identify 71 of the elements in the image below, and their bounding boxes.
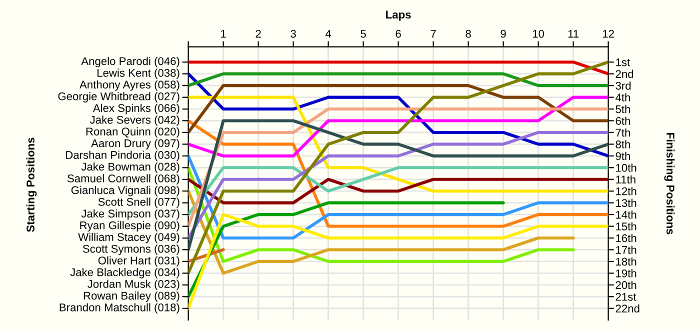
y-tick-label: 3rd [616, 82, 631, 90]
text: Aaron Drury (097) [91, 139, 180, 150]
line-series [188, 84, 608, 134]
y-tick-label: 7th [616, 128, 630, 137]
y-tick-label: 4th [616, 93, 630, 102]
text: Ronan Quinn (020) [86, 127, 180, 138]
text: Anthony Ayres (058) [80, 80, 180, 91]
y-tick-label: 11th [616, 175, 636, 184]
text: Starting Positions [26, 138, 37, 232]
text: Jake Simpson (037) [81, 209, 180, 220]
line-series [188, 166, 608, 216]
y-tick-label: 20th [616, 280, 636, 290]
y-tick-label: 19th [616, 269, 636, 278]
y-tick-label: 1st [616, 58, 630, 66]
text: Jordan Musk (023) [88, 280, 180, 290]
y-tick-label: 12th [616, 187, 636, 196]
y-tick-label: 10th [616, 164, 636, 172]
text: Scott Snell (077) [98, 198, 180, 208]
y-tick-label: 13th [616, 198, 636, 207]
line-series [188, 201, 505, 298]
y-tick-label: 16th [616, 234, 636, 242]
line-series [188, 190, 575, 275]
x-tick-label: 9 [500, 30, 506, 38]
text: Samuel Cornwell (068) [67, 174, 180, 185]
x-tick-label: 3 [290, 30, 296, 38]
y-tick-label: 14th [616, 210, 636, 219]
y-tick-label: 17th [616, 246, 636, 254]
line-series [188, 213, 608, 310]
y-tick-label: 6th [616, 116, 630, 125]
x-tick-label: 2 [256, 30, 261, 38]
y-tick-label: 8th [616, 140, 630, 148]
line-series [188, 96, 608, 193]
x-tick-label: 11 [568, 30, 579, 38]
text: Ryan Gillespie (090) [80, 221, 180, 232]
line-series [188, 60, 608, 275]
x-tick-label: 5 [360, 30, 366, 38]
y-tick-label: 18th [616, 257, 636, 266]
line-series [188, 119, 608, 252]
text: Brandon Matschull (018) [60, 303, 180, 314]
line-series [188, 72, 608, 158]
text: Oliver Hart (031) [98, 256, 180, 267]
x-tick-label: 1 [221, 30, 226, 38]
y-tick-label: 22nd [616, 304, 640, 313]
y-tick-label: 21st [616, 292, 636, 301]
y-tick-label: 15th [616, 222, 636, 230]
y-tick-label: 9th [616, 152, 630, 160]
x-tick-label: 6 [396, 30, 401, 38]
x-axis-title: Laps [386, 10, 411, 21]
text: Alex Spinks (066) [92, 104, 180, 114]
text: Jake Bowman (028) [81, 162, 180, 173]
text: Jake Severs (042) [90, 116, 180, 126]
text: William Stacey (049) [78, 232, 180, 244]
text: Scott Symons (036) [82, 244, 180, 255]
text: Darshan Pindoria (030) [66, 150, 180, 162]
line-series [188, 154, 608, 240]
text: Gianluca Vignali (098) [71, 186, 180, 196]
text: Jake Blackledge (034) [70, 268, 180, 278]
x-tick-label: 7 [430, 30, 436, 38]
line-series [188, 130, 608, 240]
text: Georgie Whitbread (027) [58, 92, 180, 102]
y-tick-label: 2nd [616, 70, 634, 78]
x-tick-label: 8 [466, 30, 471, 38]
x-tick-label: 10 [532, 30, 544, 38]
x-tick-label: 4 [325, 30, 332, 38]
line-series [188, 96, 608, 158]
text: Rowan Bailey (089) [84, 291, 180, 302]
text: Lewis Kent (038) [98, 68, 180, 80]
text: Angelo Parodi (046) [81, 56, 180, 68]
x-tick-label: 12 [602, 30, 614, 38]
y-tick-label: 5th [616, 104, 630, 114]
y-axis-title: Finishing Positions [664, 132, 675, 234]
